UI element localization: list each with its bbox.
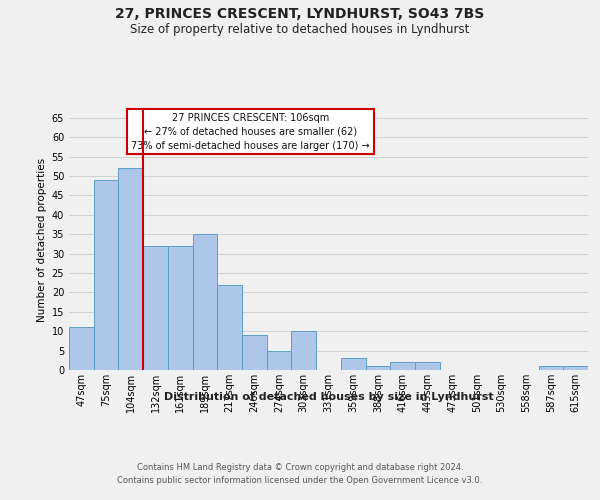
Text: 27, PRINCES CRESCENT, LYNDHURST, SO43 7BS: 27, PRINCES CRESCENT, LYNDHURST, SO43 7B… <box>115 8 485 22</box>
Bar <box>539 366 563 370</box>
Text: 27 PRINCES CRESCENT: 106sqm
← 27% of detached houses are smaller (62)
73% of sem: 27 PRINCES CRESCENT: 106sqm ← 27% of det… <box>131 112 370 150</box>
Text: Distribution of detached houses by size in Lyndhurst: Distribution of detached houses by size … <box>164 392 494 402</box>
Bar <box>94 180 118 370</box>
Bar <box>242 335 267 370</box>
Text: Contains public sector information licensed under the Open Government Licence v3: Contains public sector information licen… <box>118 476 482 485</box>
Bar <box>563 366 588 370</box>
Bar <box>341 358 365 370</box>
Bar <box>267 350 292 370</box>
Bar <box>390 362 415 370</box>
Bar <box>217 284 242 370</box>
Bar <box>292 331 316 370</box>
Bar <box>415 362 440 370</box>
Bar <box>118 168 143 370</box>
Bar <box>193 234 217 370</box>
Y-axis label: Number of detached properties: Number of detached properties <box>37 158 47 322</box>
Bar <box>168 246 193 370</box>
Bar <box>143 246 168 370</box>
Bar <box>365 366 390 370</box>
Text: Contains HM Land Registry data © Crown copyright and database right 2024.: Contains HM Land Registry data © Crown c… <box>137 462 463 471</box>
Text: Size of property relative to detached houses in Lyndhurst: Size of property relative to detached ho… <box>130 22 470 36</box>
Bar <box>69 328 94 370</box>
